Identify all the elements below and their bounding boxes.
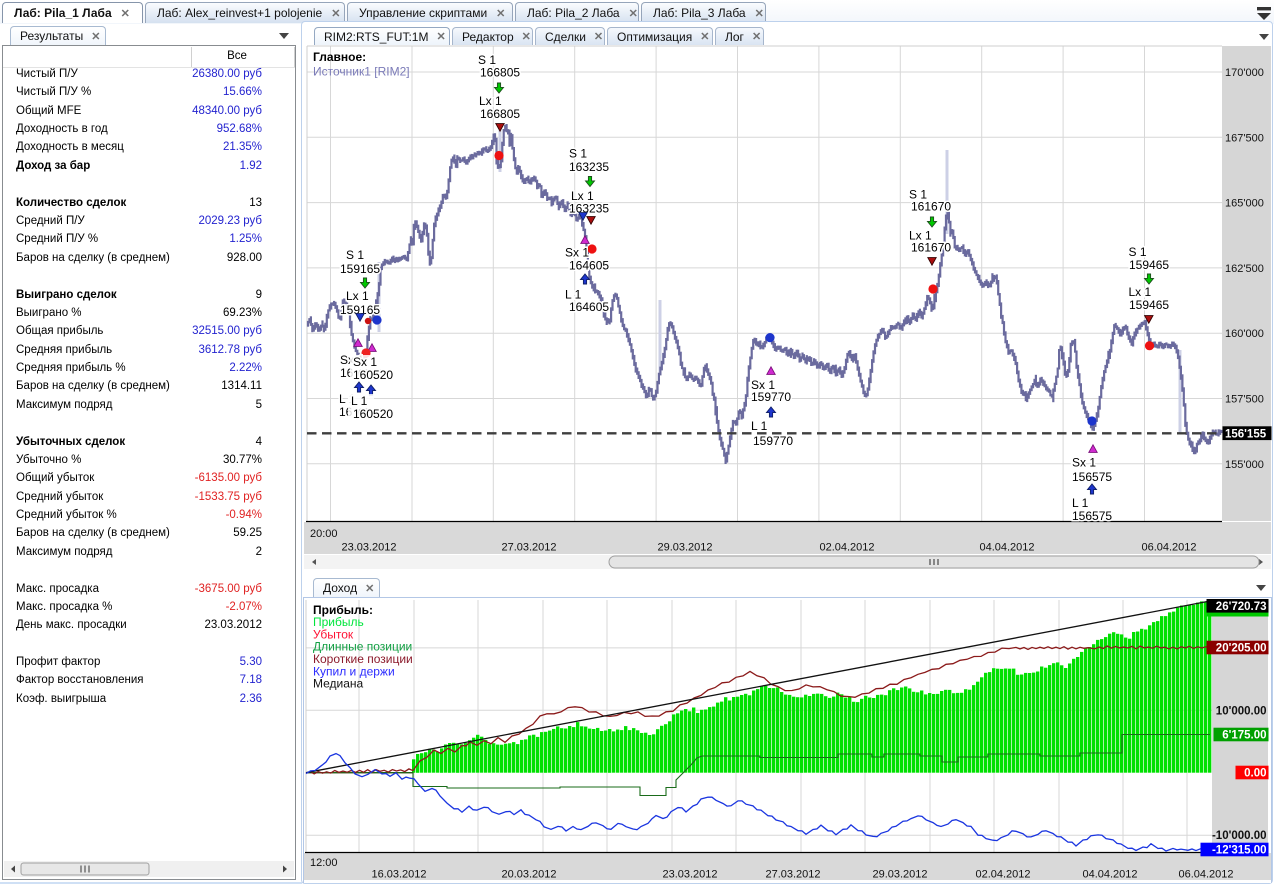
svg-text:162'500: 162'500 [1225,263,1264,275]
svg-text:20.03.2012: 20.03.2012 [501,869,556,881]
svg-text:166805: 166805 [480,66,520,80]
svg-text:L 1: L 1 [751,419,768,433]
svg-text:161670: 161670 [911,200,951,214]
svg-text:155'000: 155'000 [1225,459,1264,471]
svg-text:165'000: 165'000 [1225,198,1264,210]
svg-text:04.04.2012: 04.04.2012 [979,542,1034,554]
svg-text:Длинные позиции: Длинные позиции [313,640,412,654]
svg-text:159465: 159465 [1129,298,1169,312]
svg-text:L 1: L 1 [565,288,582,302]
svg-text:Прибыль:: Прибыль: [313,603,373,617]
svg-text:Lx 1: Lx 1 [571,189,594,203]
svg-text:Lx 1: Lx 1 [479,94,502,108]
svg-text:156575: 156575 [1072,509,1112,523]
svg-text:160'000: 160'000 [1225,328,1264,340]
svg-text:12:00: 12:00 [310,857,338,869]
svg-text:L 1: L 1 [351,394,368,408]
svg-text:-12'315.00: -12'315.00 [1212,845,1267,857]
svg-text:159465: 159465 [1129,258,1169,272]
svg-text:161670: 161670 [911,241,951,255]
svg-text:163235: 163235 [569,202,609,216]
svg-text:159770: 159770 [751,390,791,404]
svg-text:Lx 1: Lx 1 [909,229,932,243]
svg-text:S 1: S 1 [909,188,927,202]
svg-text:0720: 0720 [358,367,385,381]
svg-text:Lx 1: Lx 1 [346,289,369,303]
svg-text:160520: 160520 [353,368,393,382]
svg-text:Короткие позиции: Короткие позиции [313,652,413,666]
svg-text:157'500: 157'500 [1225,394,1264,406]
svg-text:27.03.2012: 27.03.2012 [765,869,820,881]
svg-text:02.04.2012: 02.04.2012 [819,542,874,554]
svg-text:23.03.2012: 23.03.2012 [341,542,396,554]
svg-text:Купил и держи: Купил и держи [313,664,395,678]
svg-text:Убыток: Убыток [313,627,354,641]
svg-text:06.04.2012: 06.04.2012 [1178,869,1233,881]
svg-text:Медиана: Медиана [313,677,364,691]
svg-text:27.03.2012: 27.03.2012 [501,542,556,554]
svg-text:20:00: 20:00 [310,528,338,540]
svg-text:23.03.2012: 23.03.2012 [662,869,717,881]
svg-text:159165: 159165 [340,262,380,276]
svg-text:06.04.2012: 06.04.2012 [1141,542,1196,554]
svg-text:26'720.73: 26'720.73 [1216,601,1267,613]
svg-text:Lx 1: Lx 1 [1129,285,1152,299]
svg-text:29.03.2012: 29.03.2012 [872,869,927,881]
svg-text:16.03.2012: 16.03.2012 [371,869,426,881]
svg-text:S 1: S 1 [478,53,496,67]
svg-text:04.04.2012: 04.04.2012 [1082,869,1137,881]
svg-text:L 1: L 1 [1072,496,1089,510]
svg-text:S 1: S 1 [1129,245,1147,259]
svg-text:10'000.00: 10'000.00 [1216,705,1267,717]
svg-text:20'205.00: 20'205.00 [1216,643,1267,655]
svg-text:159165: 159165 [340,303,380,317]
svg-text:Прибыль: Прибыль [313,615,364,629]
svg-text:-10'000.00: -10'000.00 [1212,830,1267,842]
svg-text:Sx 1: Sx 1 [353,355,377,369]
svg-text:159770: 159770 [753,434,793,448]
svg-text:160520: 160520 [353,407,393,421]
svg-text:Sx 1: Sx 1 [565,246,589,260]
svg-text:164605: 164605 [569,259,609,273]
svg-text:Sx 1: Sx 1 [751,378,775,392]
svg-text:156575: 156575 [1072,470,1112,484]
svg-text:166805: 166805 [480,107,520,121]
svg-text:Sx 1: Sx 1 [1072,456,1096,470]
svg-text:164605: 164605 [569,300,609,314]
svg-text:02.04.2012: 02.04.2012 [975,869,1030,881]
svg-text:Главное:: Главное: [313,50,366,64]
svg-text:S 1: S 1 [346,248,364,262]
svg-text:163235: 163235 [569,160,609,174]
svg-text:29.03.2012: 29.03.2012 [657,542,712,554]
svg-text:170'000: 170'000 [1225,67,1264,79]
svg-text:6'175.00: 6'175.00 [1222,730,1266,742]
svg-text:167'500: 167'500 [1225,132,1264,144]
svg-text:0.00: 0.00 [1244,768,1266,780]
svg-text:0720: 0720 [358,406,385,420]
svg-text:S 1: S 1 [569,147,587,161]
svg-text:156'155: 156'155 [1225,428,1267,440]
svg-text:Источник1 [RIM2]: Источник1 [RIM2] [313,65,410,79]
